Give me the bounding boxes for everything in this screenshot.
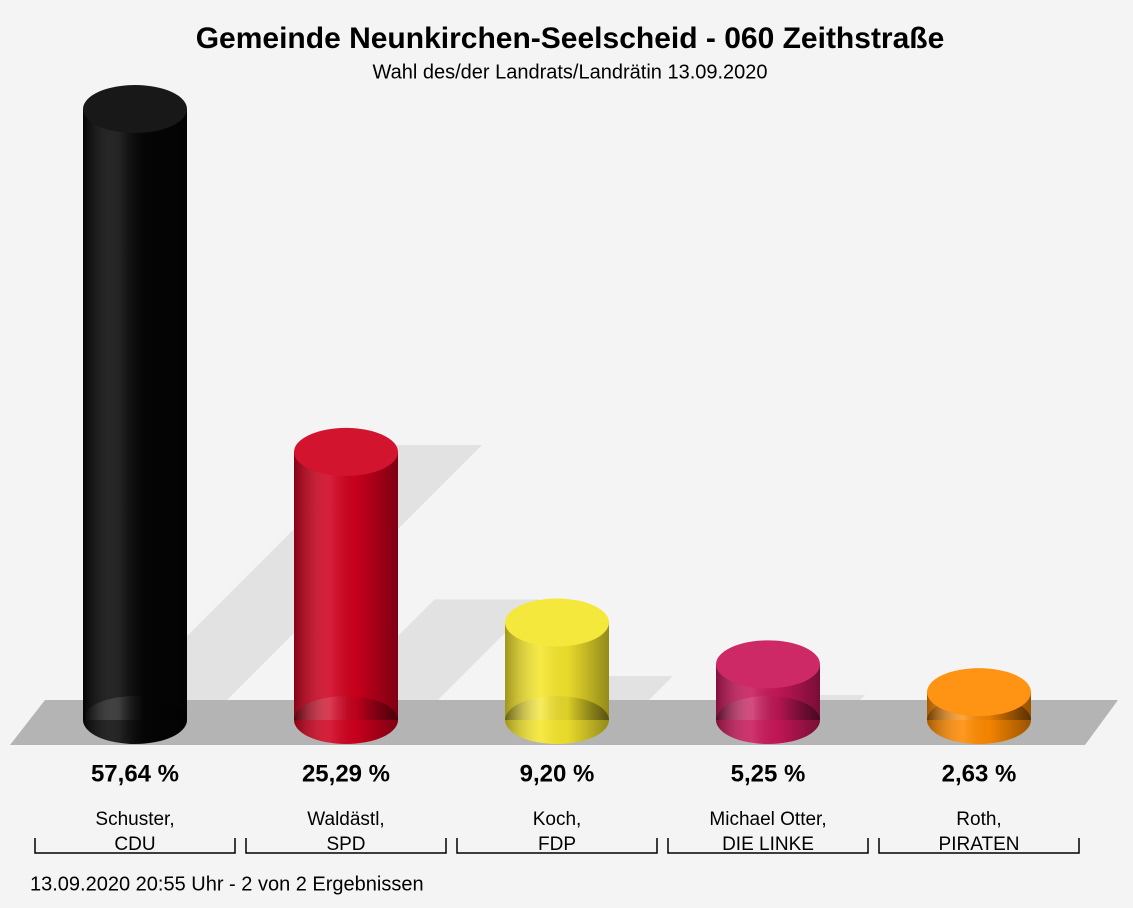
x-tick-label: Koch, bbox=[533, 809, 582, 830]
x-tick-label: SPD bbox=[326, 834, 365, 855]
chart-title: Gemeinde Neunkirchen-Seelscheid - 060 Ze… bbox=[196, 22, 945, 55]
x-tick-label: Michael Otter, bbox=[709, 809, 826, 830]
value-label: 57,64 % bbox=[91, 760, 179, 787]
footer: 13.09.2020 20:55 Uhr - 2 von 2 Ergebniss… bbox=[30, 873, 424, 895]
bar-top bbox=[294, 427, 398, 476]
bar-top-highlight bbox=[927, 668, 1031, 717]
bar-top bbox=[505, 598, 609, 647]
value-label: 9,20 % bbox=[520, 760, 595, 787]
value-label: 2,63 % bbox=[942, 760, 1017, 787]
bar-top-highlight bbox=[505, 598, 609, 647]
category-bracket bbox=[878, 838, 1080, 854]
x-tick-label: DIE LINKE bbox=[722, 834, 814, 855]
category-bracket bbox=[667, 838, 869, 854]
bar-top bbox=[716, 640, 820, 689]
bar-bottom-shading bbox=[716, 696, 820, 744]
value-label: 25,29 % bbox=[302, 760, 390, 787]
bar-bottom-shading bbox=[83, 696, 187, 744]
bar-top bbox=[83, 85, 187, 134]
bar-shading bbox=[83, 109, 187, 721]
value-label: 5,25 % bbox=[731, 760, 806, 787]
bar-top-highlight bbox=[294, 427, 398, 476]
x-tick-label: FDP bbox=[538, 834, 576, 855]
chart-subtitle: Wahl des/der Landrats/Landrätin 13.09.20… bbox=[372, 61, 767, 83]
bar-top-highlight bbox=[83, 85, 187, 134]
bar-top bbox=[927, 668, 1031, 717]
bar-bottom-shading bbox=[505, 696, 609, 744]
category-bracket bbox=[456, 838, 658, 854]
bar-bottom-shading bbox=[294, 696, 398, 744]
category-bracket bbox=[34, 838, 236, 854]
x-tick-label: Waldästl, bbox=[307, 809, 384, 830]
x-tick-label: Schuster, bbox=[95, 809, 174, 830]
x-tick-label: Roth, bbox=[956, 809, 1001, 830]
bar-top-highlight bbox=[716, 640, 820, 689]
category-bracket bbox=[245, 838, 447, 854]
x-tick-label: PIRATEN bbox=[939, 834, 1020, 855]
x-tick-label: CDU bbox=[114, 834, 155, 855]
bar-shading bbox=[294, 451, 398, 720]
